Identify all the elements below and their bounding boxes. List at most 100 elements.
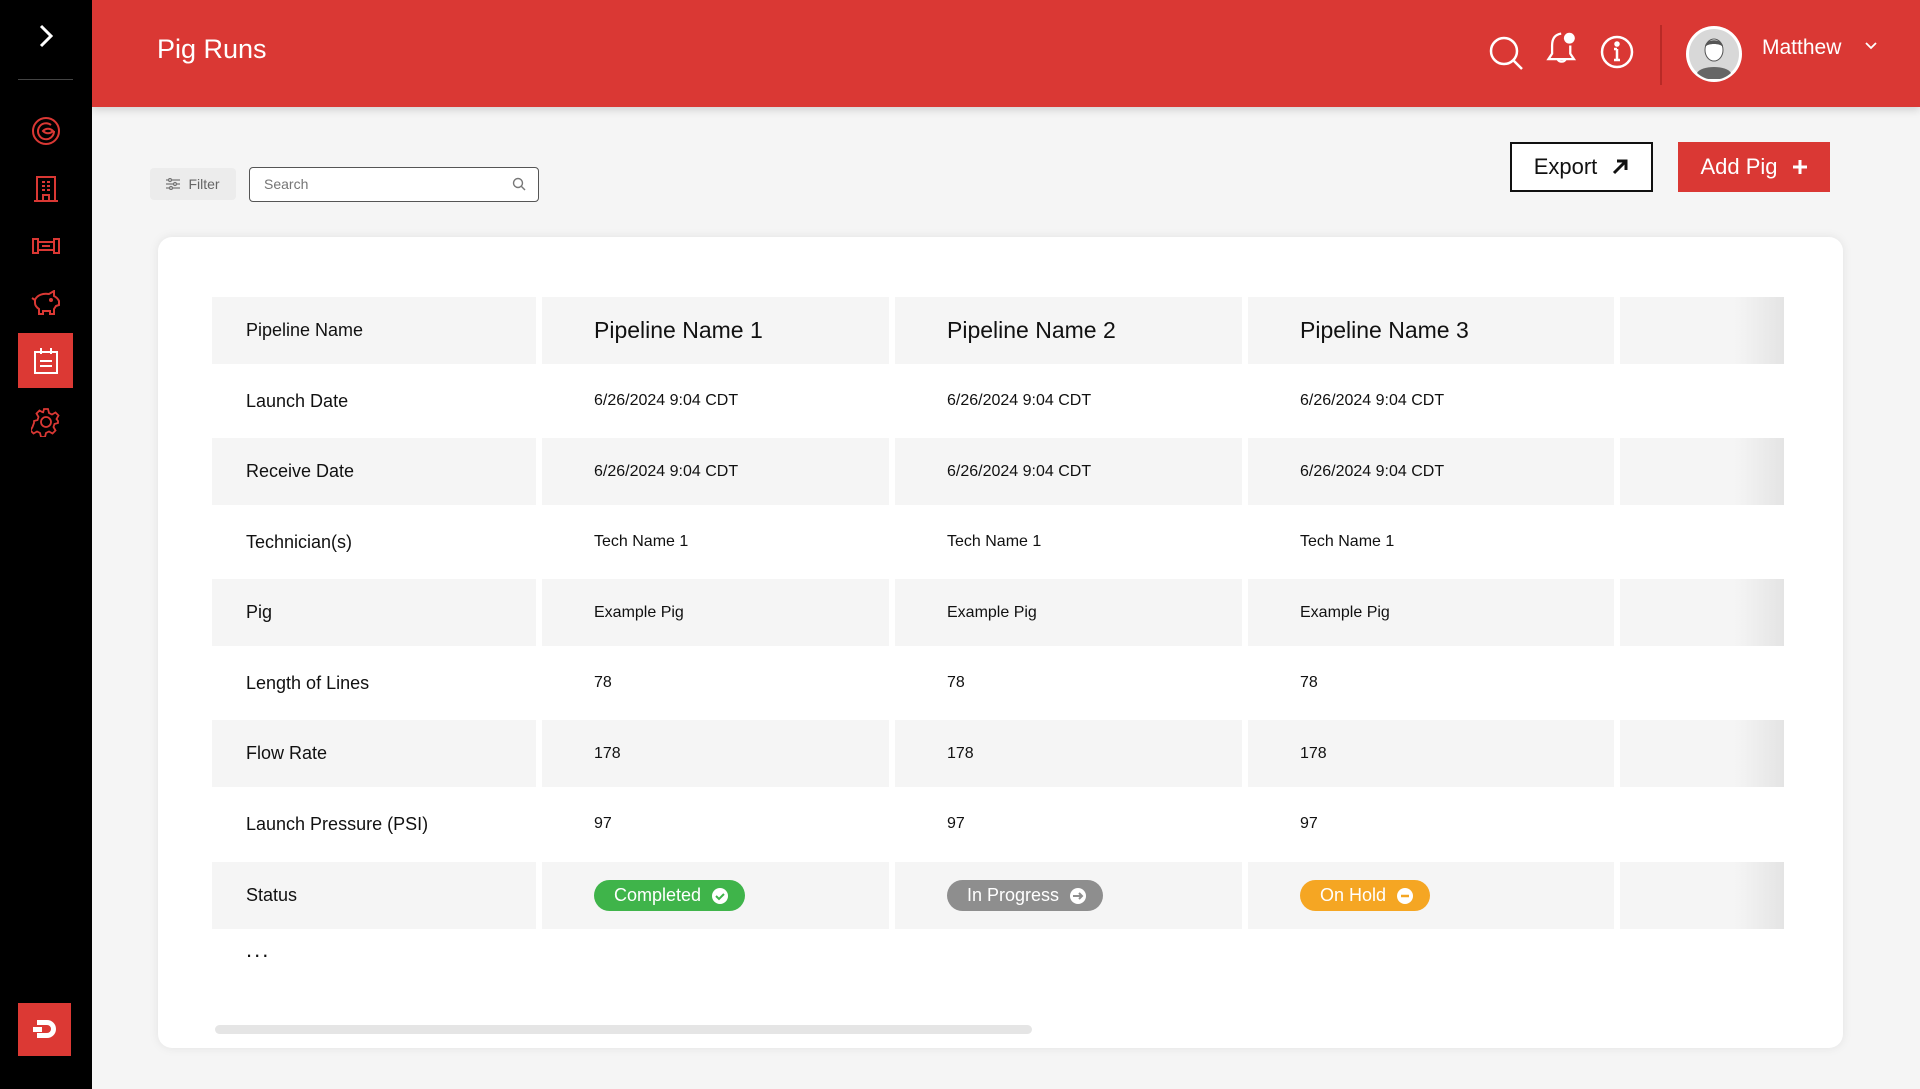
more-rows-indicator[interactable]: ... xyxy=(246,937,271,962)
row-label: Pig xyxy=(212,579,536,646)
info-icon[interactable] xyxy=(1599,34,1639,74)
table-cell: 78 xyxy=(947,674,965,691)
overflow-cell xyxy=(1620,650,1784,717)
logo-icon xyxy=(32,1019,56,1038)
table-cell: 178 xyxy=(1248,720,1614,787)
page-title: Pig Runs xyxy=(157,34,267,64)
sidebar-item-facilities[interactable] xyxy=(18,161,73,216)
top-header: Pig Runs Matthew xyxy=(92,0,1920,107)
add-pig-button[interactable]: Add Pig xyxy=(1678,142,1830,192)
row-label: Receive Date xyxy=(212,438,536,505)
app-logo xyxy=(18,1003,71,1056)
status-badge-completed: Completed xyxy=(594,880,746,911)
row-label: Launch Pressure (PSI) xyxy=(246,813,429,834)
search-icon xyxy=(512,177,526,191)
chevron-down-icon[interactable] xyxy=(1864,40,1878,50)
search-input[interactable] xyxy=(264,168,504,200)
table-cell: 97 xyxy=(947,815,965,832)
row-label: Technician(s) xyxy=(246,531,353,552)
add-pig-label: Add Pig xyxy=(1700,154,1778,179)
status-text: On Hold xyxy=(1320,885,1387,905)
table-cell: 6/26/2024 9:04 CDT xyxy=(947,392,1092,409)
overflow-cell xyxy=(1620,791,1784,858)
table-cell: Example Pig xyxy=(895,579,1242,646)
table-cell: 97 xyxy=(594,815,612,832)
plus-icon xyxy=(1792,160,1807,174)
gauge-icon xyxy=(31,116,60,145)
table-row: Launch Pressure (PSI) 97 97 97 xyxy=(212,791,1784,858)
table-cell: Pipeline Name 3 xyxy=(1248,297,1614,364)
status-cell: On Hold xyxy=(1248,862,1614,929)
overflow-cell xyxy=(1620,368,1784,435)
arrow-up-right-icon xyxy=(1613,159,1628,175)
table-row: Pig Example Pig Example Pig Example Pig xyxy=(212,579,1784,646)
status-badge-in-progress: In Progress xyxy=(947,880,1104,911)
calendar-icon xyxy=(33,347,58,374)
table-cell: 6/26/2024 9:04 CDT xyxy=(895,438,1242,505)
expand-sidebar-button[interactable] xyxy=(28,18,64,54)
table-cell: Pipeline Name 1 xyxy=(542,297,889,364)
table-row: Launch Date 6/26/2024 9:04 CDT 6/26/2024 9… xyxy=(212,368,1784,435)
horizontal-scrollbar[interactable] xyxy=(215,1025,1032,1034)
row-label: Status xyxy=(212,862,536,929)
table-cell: Tech Name 1 xyxy=(1300,533,1395,550)
header-divider xyxy=(1660,25,1662,85)
row-label: Length of Lines xyxy=(246,672,370,693)
table-cell: 78 xyxy=(1300,674,1318,691)
search-icon[interactable] xyxy=(1487,34,1527,74)
sidebar-item-pipelines[interactable] xyxy=(18,218,73,273)
export-button[interactable]: Export xyxy=(1510,142,1653,192)
check-circle-icon xyxy=(712,887,729,904)
table-cell: 178 xyxy=(895,720,1242,787)
sidebar-item-pig-runs[interactable] xyxy=(18,333,73,388)
filter-button[interactable]: Filter xyxy=(150,168,236,200)
table-cell: Tech Name 1 xyxy=(947,533,1042,550)
user-avatar-icon xyxy=(1689,29,1739,80)
user-name[interactable]: Matthew xyxy=(1762,36,1842,59)
row-label: Pipeline Name xyxy=(212,297,536,364)
status-cell: In Progress xyxy=(895,862,1242,929)
overflow-cell xyxy=(1620,862,1784,929)
table-cell: 6/26/2024 9:04 CDT xyxy=(1300,392,1445,409)
sidebar-divider xyxy=(18,79,73,80)
table-cell: 78 xyxy=(594,674,612,691)
table-cell: Example Pig xyxy=(542,579,889,646)
table-row: Receive Date 6/26/2024 9:04 CDT 6/26/2024 … xyxy=(212,438,1784,505)
notification-bell-icon[interactable] xyxy=(1543,30,1583,70)
table-header-row: Pipeline Name Pipeline Name 1 Pipeline Nam… xyxy=(212,297,1784,364)
overflow-cell xyxy=(1620,579,1784,646)
search-field[interactable] xyxy=(249,167,539,202)
table-cell: 97 xyxy=(1300,815,1318,832)
table-row: Technician(s) Tech Name 1 Tech Name 1 Tech … xyxy=(212,509,1784,576)
sidebar-item-settings[interactable] xyxy=(18,394,73,449)
pig-icon xyxy=(30,289,60,315)
pipe-icon xyxy=(31,237,60,254)
status-text: In Progress xyxy=(967,885,1060,905)
minus-circle-icon xyxy=(1397,887,1414,904)
table-cell: 6/26/2024 9:04 CDT xyxy=(594,392,739,409)
table-cell: 6/26/2024 9:04 CDT xyxy=(1248,438,1614,505)
table-row-status: Status Completed In Progress On Hold xyxy=(212,862,1784,929)
overflow-cell xyxy=(1620,509,1784,576)
row-label: Flow Rate xyxy=(212,720,536,787)
status-text: Completed xyxy=(614,885,702,905)
building-icon xyxy=(33,175,58,202)
overflow-cell xyxy=(1620,720,1784,787)
sidebar xyxy=(0,0,92,1089)
overflow-cell xyxy=(1620,438,1784,505)
table-cell: 6/26/2024 9:04 CDT xyxy=(542,438,889,505)
chevron-right-icon xyxy=(39,24,54,48)
sidebar-item-pigs[interactable] xyxy=(18,275,73,330)
table-cell: Tech Name 1 xyxy=(594,533,689,550)
table-row: Flow Rate 178 178 178 xyxy=(212,720,1784,787)
status-badge-on-hold: On Hold xyxy=(1300,880,1431,911)
table-cell: Pipeline Name 2 xyxy=(895,297,1242,364)
table-cell: Example Pig xyxy=(1248,579,1614,646)
avatar[interactable] xyxy=(1686,26,1742,82)
sidebar-item-dashboard[interactable] xyxy=(18,103,73,158)
export-label: Export xyxy=(1533,154,1598,179)
table-row: Length of Lines 78 78 78 xyxy=(212,650,1784,717)
arrow-right-circle-icon xyxy=(1070,887,1087,904)
row-label: Launch Date xyxy=(246,390,349,411)
pig-runs-table-card: Pipeline Name Pipeline Name 1 Pipeline Nam… xyxy=(158,237,1843,1048)
